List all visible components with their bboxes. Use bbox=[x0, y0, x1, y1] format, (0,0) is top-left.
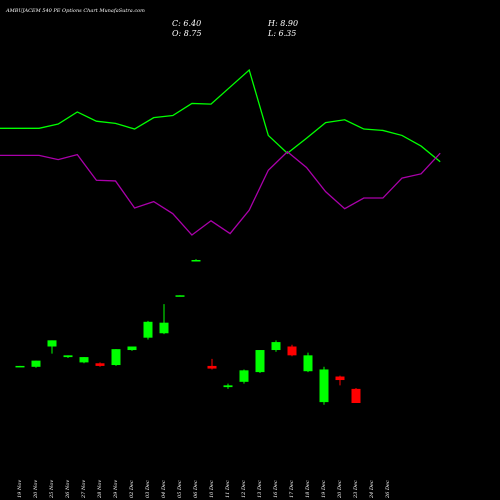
x-tick-label: 12 Dec bbox=[241, 480, 247, 498]
chart-title: AMBUJACEM 540 PE Options Chart MunafaSut… bbox=[6, 8, 145, 14]
x-tick-label: 17 Dec bbox=[289, 480, 295, 498]
candle-body bbox=[79, 357, 89, 363]
candle-body bbox=[47, 340, 57, 347]
x-tick-label: 24 Dec bbox=[369, 480, 375, 499]
x-tick-label: 18 Dec bbox=[305, 480, 311, 498]
green-indicator-line bbox=[0, 68, 441, 163]
x-tick-label: 11 Dec bbox=[225, 480, 231, 498]
candle-body bbox=[159, 322, 169, 334]
candle-body bbox=[31, 360, 41, 367]
x-tick-label: 04 Dec bbox=[161, 480, 167, 498]
candlesticks bbox=[15, 259, 361, 405]
candle-body bbox=[15, 365, 25, 368]
x-tick-label: 25 Nov bbox=[49, 480, 55, 499]
close-value: C: 6.40 bbox=[172, 19, 202, 28]
candle-body bbox=[223, 385, 233, 388]
x-tick-label: 03 Dec bbox=[145, 480, 151, 498]
x-tick-label: 10 Dec bbox=[209, 480, 215, 498]
x-axis-labels: 19 Nov 20 Nov 25 Nov 26 Nov 27 Nov 28 Nov 29 N… bbox=[17, 480, 391, 499]
x-tick-label: 26 Nov bbox=[65, 480, 71, 499]
candle-body bbox=[63, 355, 73, 358]
x-tick-label: 28 Nov bbox=[97, 480, 103, 499]
high-value: H: 8.90 bbox=[268, 19, 299, 28]
x-tick-label: 19 Dec bbox=[321, 480, 327, 498]
x-tick-label: 20 Nov bbox=[33, 480, 39, 499]
candle-body bbox=[143, 321, 153, 338]
x-tick-label: 20 Dec bbox=[337, 480, 343, 499]
candle-body bbox=[239, 370, 249, 382]
x-tick-label: 27 Nov bbox=[81, 480, 87, 499]
candle-body bbox=[191, 260, 201, 262]
x-tick-label: 16 Dec bbox=[273, 480, 279, 498]
x-tick-label: 19 Nov bbox=[17, 480, 23, 498]
x-tick-label: 26 Dec bbox=[385, 480, 391, 499]
x-tick-label: 02 Dec bbox=[129, 480, 135, 498]
x-tick-label: 23 Dec bbox=[353, 480, 359, 499]
open-value: O: 8.75 bbox=[172, 29, 202, 38]
candle-body bbox=[271, 342, 281, 351]
low-value: L: 6.35 bbox=[268, 29, 297, 38]
candle-body bbox=[351, 388, 361, 403]
candle-body bbox=[255, 350, 265, 373]
candle-body bbox=[127, 346, 137, 351]
indicator-lines bbox=[0, 68, 441, 236]
candle-body bbox=[303, 355, 313, 372]
candle-body bbox=[111, 349, 121, 366]
purple-indicator-line bbox=[0, 150, 441, 236]
candle-body bbox=[319, 369, 329, 403]
x-tick-label: 13 Dec bbox=[257, 480, 263, 498]
x-tick-label: 05 Dec bbox=[177, 480, 183, 498]
candle-body bbox=[287, 346, 297, 356]
x-tick-label: 29 Nov bbox=[113, 480, 119, 499]
x-tick-label: 06 Dec bbox=[193, 480, 199, 498]
candle-body bbox=[207, 365, 217, 369]
candle-body bbox=[95, 363, 105, 366]
candle-body bbox=[335, 376, 345, 381]
candle-body bbox=[175, 295, 185, 297]
